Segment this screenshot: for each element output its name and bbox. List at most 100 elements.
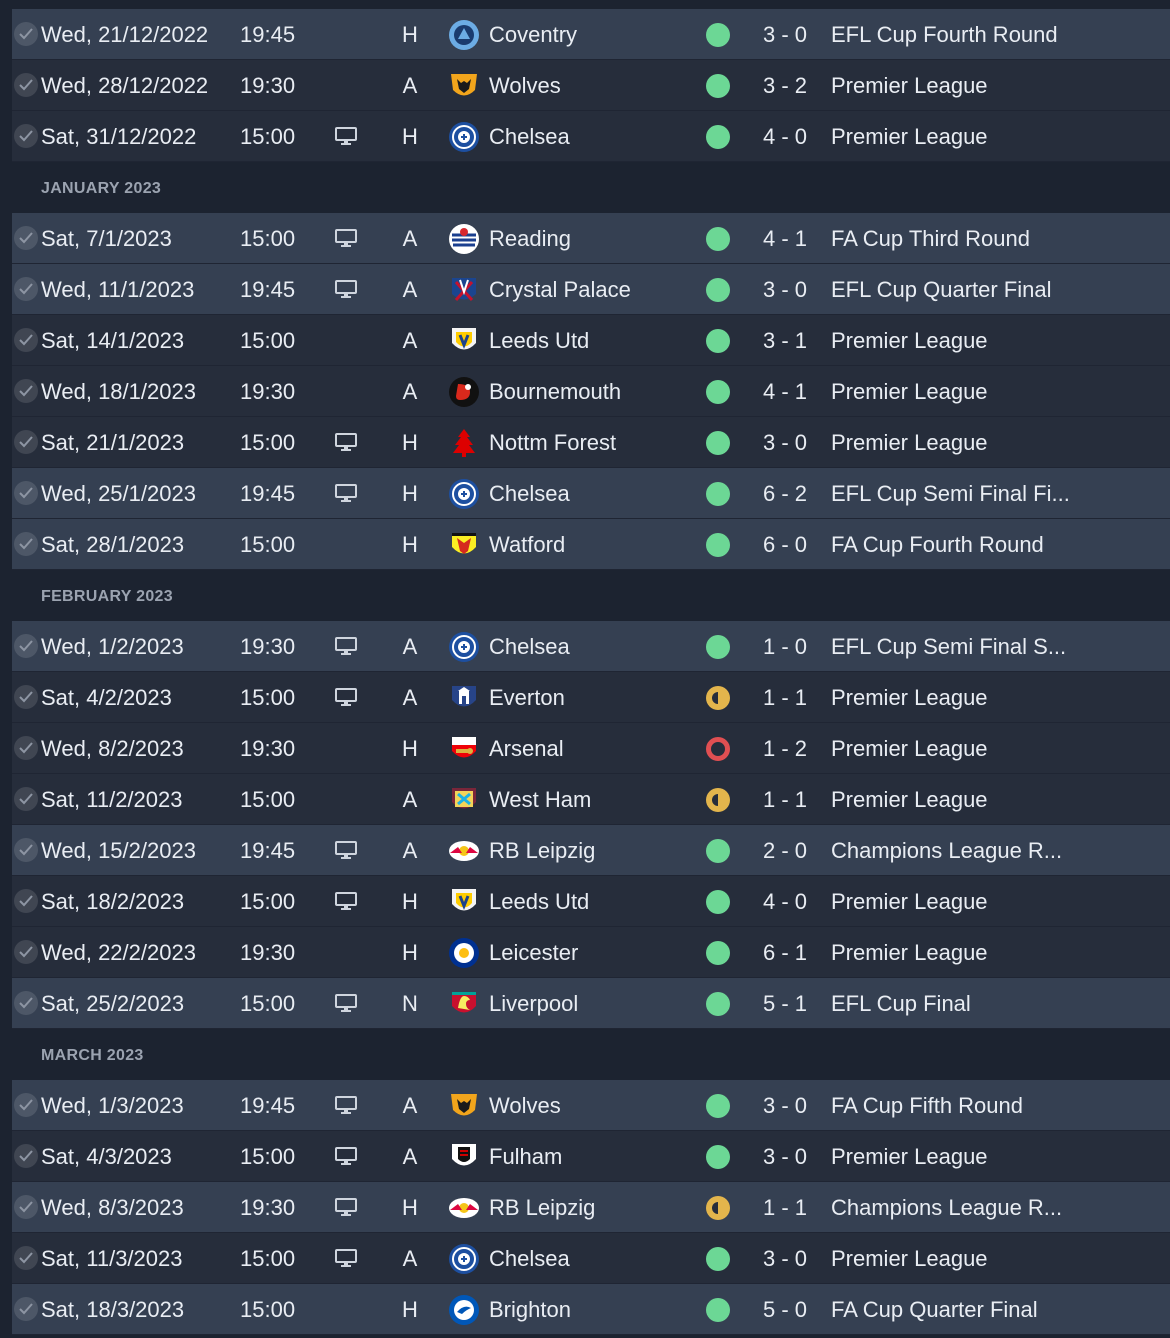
- opponent-name[interactable]: Nottm Forest: [489, 430, 617, 455]
- fixture-row[interactable]: Wed, 15/2/2023 19:45 A RB Leipzig 2 - 0 …: [12, 825, 1170, 876]
- checkmark-icon[interactable]: [14, 22, 38, 46]
- opponent-name[interactable]: Brighton: [489, 1297, 571, 1322]
- match-score[interactable]: 4 - 0: [762, 124, 808, 149]
- competition-name[interactable]: Premier League: [831, 940, 988, 965]
- opponent-name[interactable]: Leeds Utd: [489, 889, 590, 914]
- fixture-row[interactable]: Sat, 4/3/2023 15:00 A Fulham 3 - 0 Premi…: [12, 1131, 1170, 1182]
- fixture-row[interactable]: Sat, 18/2/2023 15:00 H Leeds Utd 4 - 0 P…: [12, 876, 1170, 927]
- competition-name[interactable]: Premier League: [831, 124, 988, 149]
- match-score[interactable]: 1 - 1: [762, 787, 808, 812]
- match-score[interactable]: 4 - 0: [762, 889, 808, 914]
- checkmark-icon[interactable]: [14, 838, 38, 862]
- fixture-row[interactable]: Sat, 25/2/2023 15:00 N Liverpool 5 - 1 E…: [12, 978, 1170, 1029]
- competition-name[interactable]: Premier League: [831, 1246, 988, 1271]
- checkmark-icon[interactable]: [14, 940, 38, 964]
- fixture-row[interactable]: Wed, 8/2/2023 19:30 H Arsenal 1 - 2 Prem…: [12, 723, 1170, 774]
- fixture-row[interactable]: Sat, 14/1/2023 15:00 A Leeds Utd 3 - 1 P…: [12, 315, 1170, 366]
- checkmark-icon[interactable]: [14, 328, 38, 352]
- checkmark-icon[interactable]: [14, 634, 38, 658]
- checkmark-icon[interactable]: [14, 1093, 38, 1117]
- opponent-name[interactable]: Everton: [489, 685, 565, 710]
- fixture-row[interactable]: Wed, 1/3/2023 19:45 A Wolves 3 - 0 FA Cu…: [12, 1080, 1170, 1131]
- checkmark-icon[interactable]: [14, 1195, 38, 1219]
- match-score[interactable]: 3 - 0: [762, 22, 808, 47]
- fixture-row[interactable]: Sat, 21/1/2023 15:00 H Nottm Forest 3 - …: [12, 417, 1170, 468]
- fixture-row[interactable]: Wed, 1/2/2023 19:30 A Chelsea 1 - 0 EFL …: [12, 621, 1170, 672]
- match-score[interactable]: 5 - 1: [762, 991, 808, 1016]
- opponent-name[interactable]: Leeds Utd: [489, 328, 590, 353]
- competition-name[interactable]: Champions League R...: [831, 1195, 1063, 1220]
- match-score[interactable]: 3 - 0: [762, 1246, 808, 1271]
- fixture-row[interactable]: Sat, 7/1/2023 15:00 A Reading 4 - 1 FA C…: [12, 213, 1170, 264]
- competition-name[interactable]: EFL Cup Quarter Final: [831, 277, 1052, 302]
- competition-name[interactable]: Premier League: [831, 328, 988, 353]
- opponent-name[interactable]: Fulham: [489, 1144, 563, 1169]
- match-score[interactable]: 4 - 1: [762, 379, 808, 404]
- checkmark-icon[interactable]: [14, 481, 38, 505]
- fixture-row[interactable]: Sat, 28/1/2023 15:00 H Watford 6 - 0 FA …: [12, 519, 1170, 570]
- match-score[interactable]: 3 - 0: [762, 1093, 808, 1118]
- checkmark-icon[interactable]: [14, 1297, 38, 1321]
- fixture-row[interactable]: Sat, 31/12/2022 15:00 H Chelsea 4 - 0 Pr…: [12, 111, 1170, 162]
- fixture-row[interactable]: Sat, 11/3/2023 15:00 A Chelsea 3 - 0 Pre…: [12, 1233, 1170, 1284]
- fixture-row[interactable]: Sat, 18/3/2023 15:00 H Brighton 5 - 0 FA…: [12, 1284, 1170, 1335]
- checkmark-icon[interactable]: [14, 1144, 38, 1168]
- opponent-name[interactable]: Crystal Palace: [489, 277, 631, 302]
- opponent-name[interactable]: Wolves: [489, 1093, 561, 1118]
- match-score[interactable]: 3 - 1: [762, 328, 808, 353]
- fixture-row[interactable]: Wed, 18/1/2023 19:30 A Bournemouth 4 - 1…: [12, 366, 1170, 417]
- opponent-name[interactable]: Bournemouth: [489, 379, 622, 404]
- match-score[interactable]: 5 - 0: [762, 1297, 808, 1322]
- checkmark-icon[interactable]: [14, 532, 38, 556]
- competition-name[interactable]: Premier League: [831, 889, 988, 914]
- match-score[interactable]: 3 - 0: [762, 1144, 808, 1169]
- competition-name[interactable]: Champions League R...: [831, 838, 1063, 863]
- checkmark-icon[interactable]: [14, 787, 38, 811]
- fixture-row[interactable]: Wed, 28/12/2022 19:30 A Wolves 3 - 2 Pre…: [12, 60, 1170, 111]
- match-score[interactable]: 6 - 2: [762, 481, 808, 506]
- opponent-name[interactable]: Leicester: [489, 940, 579, 965]
- opponent-name[interactable]: RB Leipzig: [489, 838, 596, 863]
- checkmark-icon[interactable]: [14, 685, 38, 709]
- opponent-name[interactable]: Chelsea: [489, 124, 570, 149]
- match-score[interactable]: 1 - 1: [762, 1195, 808, 1220]
- fixture-row[interactable]: Sat, 4/2/2023 15:00 A Everton 1 - 1 Prem…: [12, 672, 1170, 723]
- fixture-row[interactable]: Sat, 11/2/2023 15:00 A West Ham 1 - 1 Pr…: [12, 774, 1170, 825]
- opponent-name[interactable]: Arsenal: [489, 736, 564, 761]
- opponent-name[interactable]: RB Leipzig: [489, 1195, 596, 1220]
- match-score[interactable]: 1 - 0: [762, 634, 808, 659]
- checkmark-icon[interactable]: [14, 379, 38, 403]
- competition-name[interactable]: Premier League: [831, 1144, 988, 1169]
- competition-name[interactable]: Premier League: [831, 787, 988, 812]
- match-score[interactable]: 2 - 0: [762, 838, 808, 863]
- opponent-name[interactable]: Liverpool: [489, 991, 579, 1016]
- opponent-name[interactable]: Chelsea: [489, 1246, 570, 1271]
- checkmark-icon[interactable]: [14, 226, 38, 250]
- competition-name[interactable]: FA Cup Third Round: [831, 226, 1030, 251]
- checkmark-icon[interactable]: [14, 124, 38, 148]
- opponent-name[interactable]: West Ham: [489, 787, 592, 812]
- competition-name[interactable]: Premier League: [831, 73, 988, 98]
- opponent-name[interactable]: Chelsea: [489, 634, 570, 659]
- match-score[interactable]: 6 - 0: [762, 532, 808, 557]
- competition-name[interactable]: Premier League: [831, 685, 988, 710]
- fixture-row[interactable]: Wed, 11/1/2023 19:45 A Crystal Palace 3 …: [12, 264, 1170, 315]
- competition-name[interactable]: EFL Cup Fourth Round: [831, 22, 1058, 47]
- match-score[interactable]: 6 - 1: [762, 940, 808, 965]
- competition-name[interactable]: EFL Cup Final: [831, 991, 971, 1016]
- match-score[interactable]: 1 - 2: [762, 736, 808, 761]
- competition-name[interactable]: FA Cup Fifth Round: [831, 1093, 1023, 1118]
- competition-name[interactable]: Premier League: [831, 430, 988, 455]
- match-score[interactable]: 3 - 2: [762, 73, 808, 98]
- checkmark-icon[interactable]: [14, 991, 38, 1015]
- opponent-name[interactable]: Watford: [489, 532, 566, 557]
- match-score[interactable]: 3 - 0: [762, 277, 808, 302]
- fixture-row[interactable]: Wed, 22/2/2023 19:30 H Leicester 6 - 1 P…: [12, 927, 1170, 978]
- competition-name[interactable]: EFL Cup Semi Final Fi...: [831, 481, 1070, 506]
- checkmark-icon[interactable]: [14, 73, 38, 97]
- opponent-name[interactable]: Wolves: [489, 73, 561, 98]
- opponent-name[interactable]: Coventry: [489, 22, 578, 47]
- checkmark-icon[interactable]: [14, 277, 38, 301]
- checkmark-icon[interactable]: [14, 430, 38, 454]
- checkmark-icon[interactable]: [14, 1246, 38, 1270]
